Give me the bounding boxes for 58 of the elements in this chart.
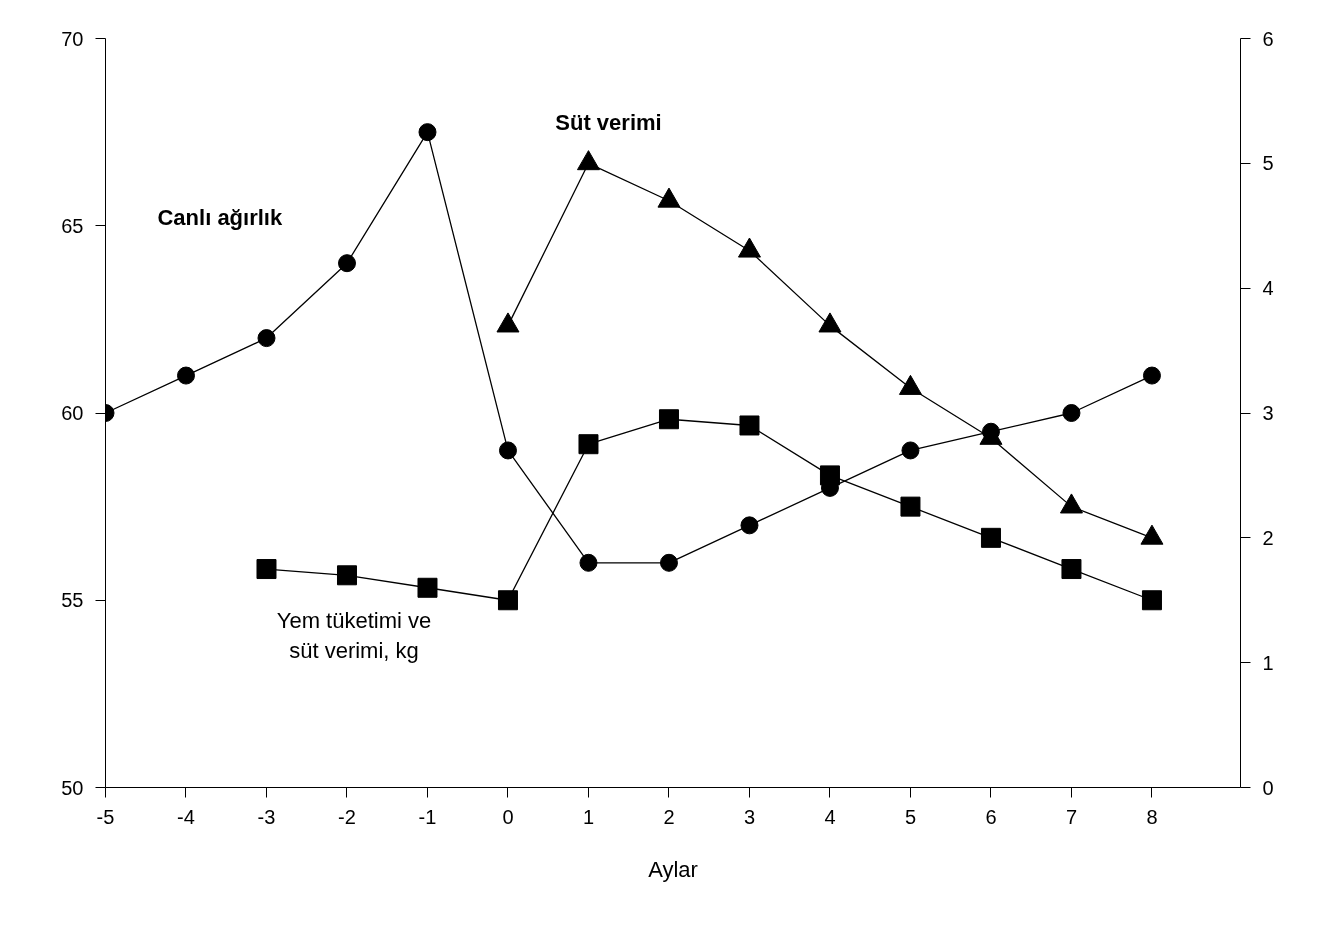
- point: [497, 590, 518, 611]
- x-tick-label: 3: [743, 805, 756, 828]
- point: [818, 312, 842, 333]
- y2-tick-label: 2: [1262, 526, 1274, 549]
- point: [498, 441, 517, 460]
- point: [980, 527, 1001, 548]
- point: [900, 496, 921, 517]
- text: Canlı ağırlık: [157, 204, 283, 230]
- point: [336, 565, 357, 586]
- series-label: Yem tüketimi ve süt verimi, kg: [276, 608, 432, 664]
- y-tick-label: 65: [61, 214, 84, 237]
- point: [1061, 559, 1082, 580]
- x-tick-label: 0: [502, 805, 514, 828]
- x-tick-label: -5: [96, 805, 115, 828]
- x-axis-title: Aylar: [648, 856, 698, 882]
- x-tick-label: 2: [663, 805, 675, 828]
- point: [579, 553, 598, 572]
- point: [576, 150, 600, 171]
- point: [1141, 590, 1162, 611]
- x-tick-label: 4: [824, 805, 836, 828]
- x-tick-label: -2: [338, 805, 356, 828]
- x-tick-label: 8: [1146, 805, 1158, 828]
- y-tick-label: 60: [61, 402, 84, 424]
- y2-tick-label: 1: [1262, 651, 1274, 674]
- y2-tick-label: 6: [1262, 27, 1274, 50]
- x-tick-label: 7: [1065, 805, 1078, 828]
- point: [740, 516, 759, 535]
- y2-tick-label: 3: [1262, 402, 1274, 424]
- series-label: Süt verimi: [555, 109, 662, 135]
- point: [417, 577, 438, 598]
- point: [418, 123, 437, 142]
- x-tick-label: -3: [257, 805, 276, 828]
- point: [658, 409, 679, 430]
- y2-tick-label: 5: [1262, 152, 1274, 175]
- point: [819, 465, 840, 486]
- y2-tick-label: 4: [1262, 277, 1274, 300]
- x-tick-label: 1: [582, 805, 595, 828]
- y-tick-label: 55: [61, 589, 84, 612]
- point: [1142, 366, 1161, 385]
- point: [177, 366, 195, 385]
- point: [657, 187, 681, 208]
- y-tick-label: 50: [61, 776, 84, 799]
- point: [1062, 404, 1081, 422]
- x-tick-label: -1: [418, 805, 437, 828]
- y2-tick-label: 0: [1262, 776, 1274, 799]
- point: [496, 312, 520, 333]
- point: [337, 254, 356, 273]
- point: [739, 415, 760, 436]
- x-tick-label: 5: [904, 805, 917, 828]
- point: [257, 329, 276, 348]
- point: [578, 434, 599, 455]
- x-tick-label: -4: [177, 805, 195, 828]
- point: [737, 237, 761, 258]
- x-tick-label: 6: [985, 805, 997, 828]
- y-tick-label: 70: [61, 27, 84, 50]
- point: [901, 441, 920, 460]
- point: [659, 553, 678, 572]
- point: [256, 559, 277, 580]
